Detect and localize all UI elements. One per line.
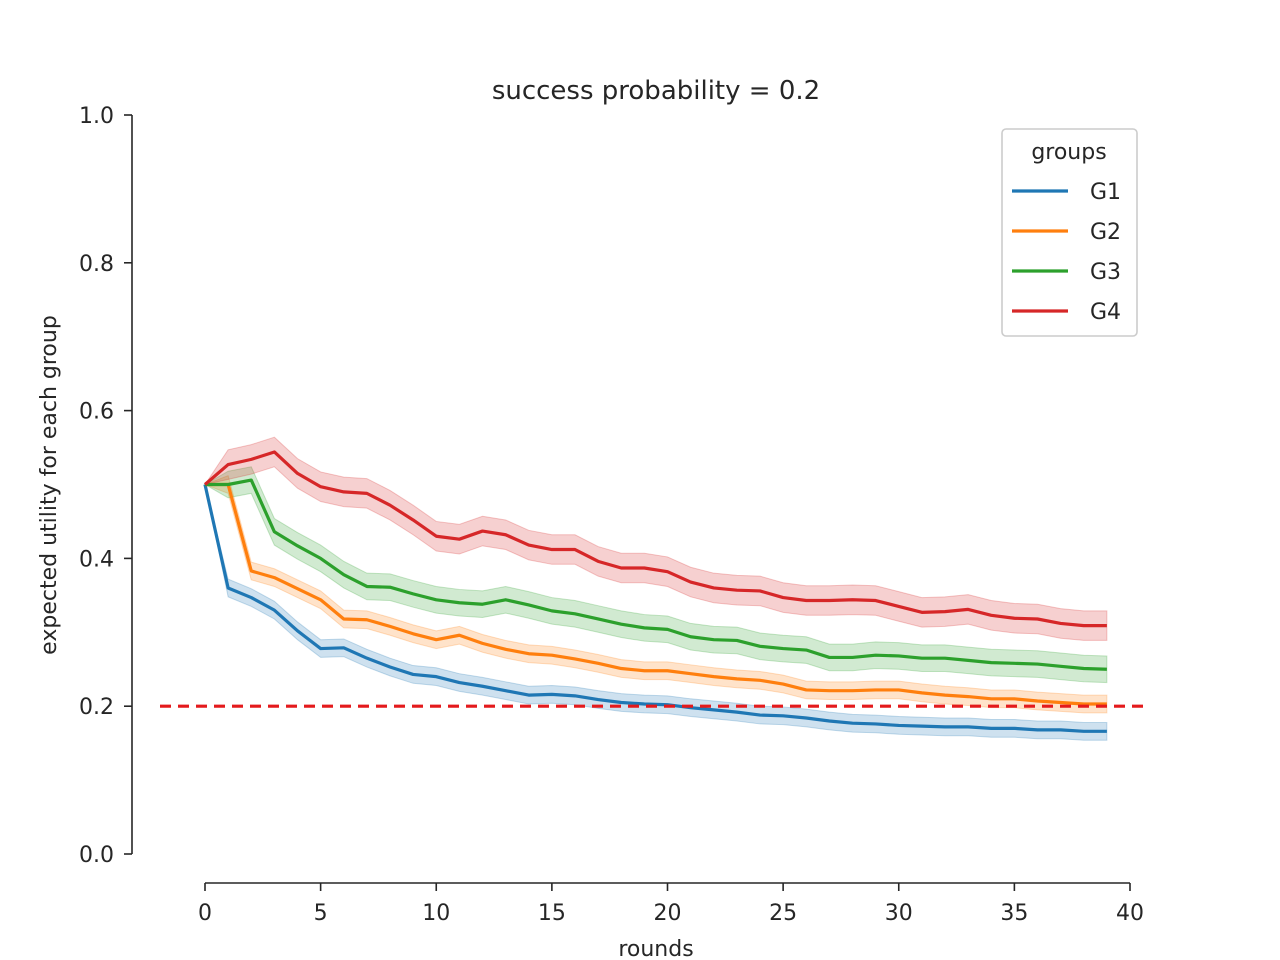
series-line-g1 bbox=[203, 484, 1107, 733]
series-line-g4 bbox=[203, 450, 1107, 628]
band-g4 bbox=[203, 436, 1108, 641]
y-tick-label: 0.4 bbox=[79, 547, 114, 572]
y-tick-label: 0.0 bbox=[79, 843, 114, 868]
x-tick-label: 5 bbox=[314, 901, 328, 926]
x-tick-label: 15 bbox=[538, 901, 566, 926]
x-tick-label: 40 bbox=[1116, 901, 1144, 926]
legend-title: groups bbox=[1031, 140, 1106, 165]
x-tick-label: 10 bbox=[422, 901, 450, 926]
x-tick-label: 25 bbox=[769, 901, 797, 926]
legend-label-g3: G3 bbox=[1090, 260, 1121, 285]
band-g3 bbox=[203, 466, 1108, 684]
band-g2 bbox=[203, 474, 1108, 714]
confidence-bands bbox=[203, 436, 1108, 741]
axes bbox=[131, 115, 1130, 884]
y-tick-label: 0.2 bbox=[79, 695, 114, 720]
x-tick-label: 0 bbox=[198, 901, 212, 926]
series-line-g3 bbox=[205, 478, 1107, 671]
legend-label-g4: G4 bbox=[1090, 300, 1121, 325]
y-tick-label: 1.0 bbox=[79, 104, 114, 129]
x-tick-label: 35 bbox=[1000, 901, 1028, 926]
legend-label-g2: G2 bbox=[1090, 220, 1121, 245]
series-lines bbox=[203, 450, 1107, 733]
y-tick-label: 0.6 bbox=[79, 400, 114, 425]
y-axis-label: expected utility for each group bbox=[37, 315, 62, 655]
legend-items: G1 G2 G3 G4 bbox=[1012, 180, 1121, 325]
x-ticks: 0 5 10 15 20 25 30 35 40 bbox=[198, 883, 1144, 926]
legend-box bbox=[1001, 128, 1138, 337]
x-tick-label: 30 bbox=[885, 901, 913, 926]
x-axis-label: rounds bbox=[618, 937, 693, 960]
legend-label-g1: G1 bbox=[1090, 180, 1121, 205]
legend: groups G1 G2 G3 G4 bbox=[1001, 128, 1138, 337]
y-tick-label: 0.8 bbox=[79, 252, 114, 277]
series-line-g2 bbox=[205, 482, 1107, 706]
x-tick-label: 20 bbox=[654, 901, 682, 926]
y-ticks: 0.0 0.2 0.4 0.6 0.8 1.0 bbox=[79, 104, 132, 868]
chart-title: success probability = 0.2 bbox=[492, 76, 820, 106]
